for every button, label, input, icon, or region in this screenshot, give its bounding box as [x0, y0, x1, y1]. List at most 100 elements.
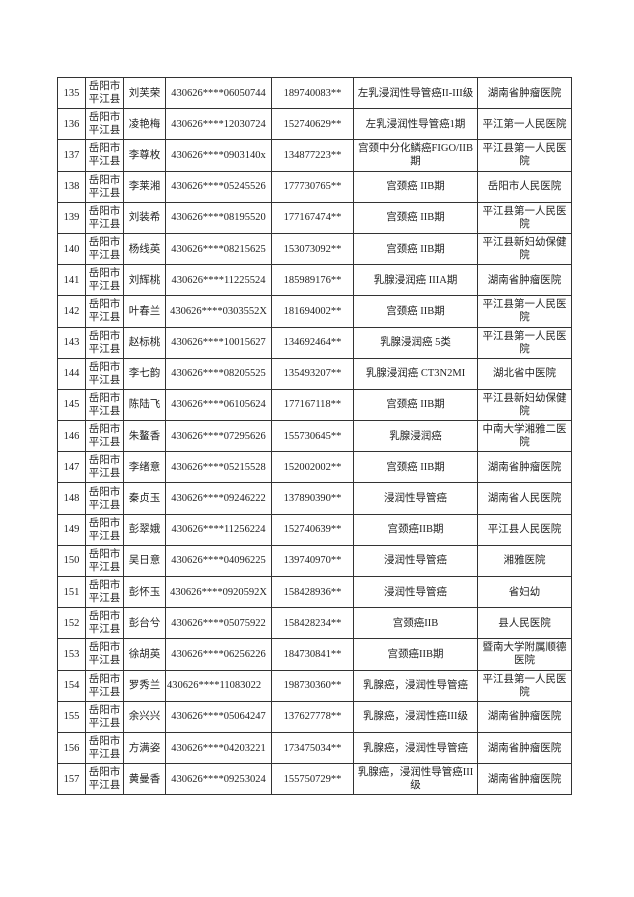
- table-row: 155 岳阳市平江县 余兴兴 430626****05064247 137627778*…: [57, 700, 572, 733]
- region-cell: 岳阳市平江县: [85, 544, 124, 578]
- name-cell: 李绪意: [123, 451, 166, 484]
- name-cell: 刘芙荣: [123, 76, 166, 110]
- region-cell: 岳阳市平江县: [85, 482, 124, 515]
- diagnosis-cell: 乳腺浸润癌 5类: [353, 326, 478, 359]
- name-cell: 彭怀玉: [123, 575, 166, 609]
- phone-cell: 158428936**: [271, 575, 354, 609]
- row-number: 141: [57, 264, 86, 297]
- region-cell: 岳阳市平江县: [85, 575, 124, 609]
- hospital-cell: 湖北省中医院: [477, 357, 572, 390]
- table-row: 153 岳阳市平江县 徐胡英 430626****06256226 184730841*…: [57, 638, 572, 671]
- table-row: 151 岳阳市平江县 彭怀玉 430626****0920592X 158428936*…: [57, 575, 572, 609]
- hospital-cell: 县人民医院: [477, 607, 572, 640]
- name-cell: 吴日意: [123, 544, 166, 578]
- table-row: 144 岳阳市平江县 李七韵 430626****08205525 135493207*…: [57, 357, 572, 390]
- diagnosis-cell: 宫颈癌 IIB期: [353, 451, 478, 484]
- phone-cell: 134877223**: [271, 139, 354, 172]
- row-number: 136: [57, 108, 86, 141]
- row-number: 145: [57, 388, 86, 422]
- hospital-cell: 暨南大学附属顺德医院: [477, 638, 572, 671]
- row-number: 155: [57, 700, 86, 733]
- row-number: 149: [57, 513, 86, 546]
- phone-cell: 158428234**: [271, 607, 354, 640]
- region-cell: 岳阳市平江县: [85, 357, 124, 390]
- id-number-cell: 430626****08195520: [165, 201, 272, 234]
- hospital-cell: 湖南省人民医院: [477, 482, 572, 515]
- id-number-cell: 430626****05245526: [165, 170, 272, 203]
- phone-cell: 137890390**: [271, 482, 354, 515]
- phone-cell: 155730645**: [271, 420, 354, 453]
- id-number-cell: 430626****11256224: [165, 513, 272, 546]
- id-number-cell: 430626****06050744: [165, 76, 272, 110]
- name-cell: 刘装希: [123, 201, 166, 234]
- region-cell: 岳阳市平江县: [85, 232, 124, 266]
- hospital-cell: 平江县第一人民医院: [477, 201, 572, 234]
- row-number: 144: [57, 357, 86, 390]
- hospital-cell: 湖南省肿瘤医院: [477, 731, 572, 765]
- id-number-cell: 430626****0920592X: [165, 575, 272, 609]
- diagnosis-cell: 浸润性导管癌: [353, 482, 478, 515]
- table-row: 136 岳阳市平江县 凌艳梅 430626****12030724 152740629*…: [57, 108, 572, 141]
- name-cell: 李莱湘: [123, 170, 166, 203]
- id-number-cell: 430626****07295626: [165, 420, 272, 453]
- name-cell: 杨线英: [123, 232, 166, 266]
- phone-cell: 177730765**: [271, 170, 354, 203]
- name-cell: 凌艳梅: [123, 108, 166, 141]
- row-number: 137: [57, 139, 86, 172]
- id-number-cell: 430626****10015627: [165, 326, 272, 359]
- hospital-cell: 平江县新妇幼保健院: [477, 232, 572, 266]
- id-number-cell: 430626****08215625: [165, 232, 272, 266]
- row-number: 138: [57, 170, 86, 203]
- row-number: 153: [57, 638, 86, 671]
- name-cell: 余兴兴: [123, 700, 166, 733]
- name-cell: 朱鳌香: [123, 420, 166, 453]
- table-row: 146 岳阳市平江县 朱鳌香 430626****07295626 155730645*…: [57, 420, 572, 453]
- table-row: 143 岳阳市平江县 赵标桃 430626****10015627 134692464*…: [57, 326, 572, 359]
- id-number-cell: 430626****05075922: [165, 607, 272, 640]
- region-cell: 岳阳市平江县: [85, 420, 124, 453]
- region-cell: 岳阳市平江县: [85, 700, 124, 733]
- region-cell: 岳阳市平江县: [85, 763, 124, 796]
- name-cell: 李尊枚: [123, 139, 166, 172]
- table-row: 156 岳阳市平江县 方满姿 430626****04203221 173475034*…: [57, 731, 572, 765]
- diagnosis-cell: 乳腺浸润癌: [353, 420, 478, 453]
- phone-cell: 181694002**: [271, 295, 354, 328]
- name-cell: 方满姿: [123, 731, 166, 765]
- table-row: 154 岳阳市平江县 罗秀兰 430626****11083022 198730360*…: [57, 669, 572, 702]
- region-cell: 岳阳市平江县: [85, 264, 124, 297]
- phone-cell: 177167118**: [271, 388, 354, 422]
- region-cell: 岳阳市平江县: [85, 388, 124, 422]
- table-row: 141 岳阳市平江县 刘辉桃 430626****11225524 185989176*…: [57, 264, 572, 297]
- hospital-cell: 平江县第一人民医院: [477, 139, 572, 172]
- table-row: 147 岳阳市平江县 李绪意 430626****05215528 152002002*…: [57, 451, 572, 484]
- name-cell: 陈陆飞: [123, 388, 166, 422]
- hospital-cell: 湖南省肿瘤医院: [477, 451, 572, 484]
- id-number-cell: 430626****04096225: [165, 544, 272, 578]
- row-number: 151: [57, 575, 86, 609]
- phone-cell: 137627778**: [271, 700, 354, 733]
- phone-cell: 177167474**: [271, 201, 354, 234]
- diagnosis-cell: 浸润性导管癌: [353, 575, 478, 609]
- table-row: 145 岳阳市平江县 陈陆飞 430626****06105624 177167118*…: [57, 388, 572, 422]
- table-row: 150 岳阳市平江县 吴日意 430626****04096225 139740970*…: [57, 544, 572, 578]
- id-number-cell: 430626****11083022: [165, 669, 272, 702]
- row-number: 143: [57, 326, 86, 359]
- id-number-cell: 430626****08205525: [165, 357, 272, 390]
- hospital-cell: 湖南省肿瘤医院: [477, 700, 572, 733]
- hospital-cell: 湖南省肿瘤医院: [477, 763, 572, 796]
- phone-cell: 185989176**: [271, 264, 354, 297]
- diagnosis-cell: 乳腺癌，浸润性导管癌: [353, 731, 478, 765]
- phone-cell: 152002002**: [271, 451, 354, 484]
- row-number: 135: [57, 76, 86, 110]
- region-cell: 岳阳市平江县: [85, 170, 124, 203]
- region-cell: 岳阳市平江县: [85, 513, 124, 546]
- hospital-cell: 平江第一人民医院: [477, 108, 572, 141]
- row-number: 154: [57, 669, 86, 702]
- diagnosis-cell: 宫颈癌 IIB期: [353, 388, 478, 422]
- hospital-cell: 湖南省肿瘤医院: [477, 264, 572, 297]
- row-number: 140: [57, 232, 86, 266]
- row-number: 150: [57, 544, 86, 578]
- name-cell: 赵标桃: [123, 326, 166, 359]
- row-number: 146: [57, 420, 86, 453]
- region-cell: 岳阳市平江县: [85, 108, 124, 141]
